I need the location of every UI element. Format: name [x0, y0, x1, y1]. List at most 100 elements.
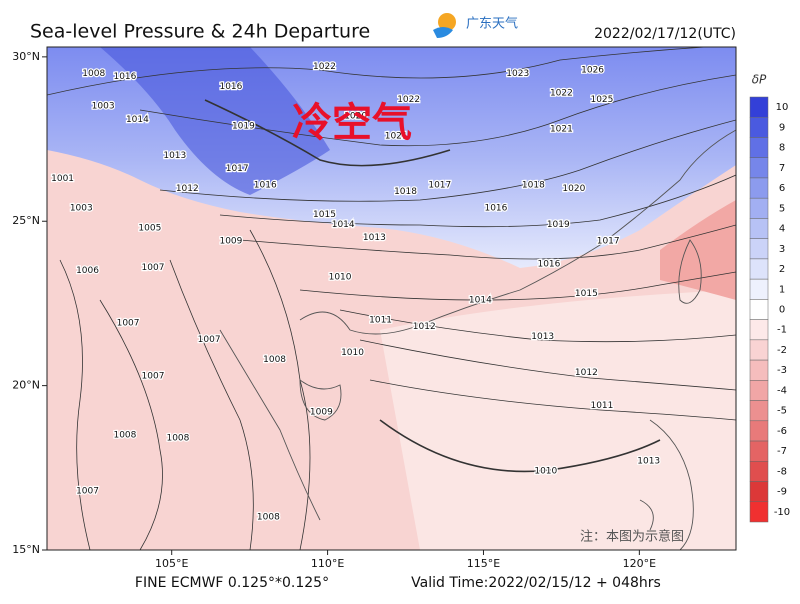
contour-label: 1016	[113, 72, 136, 82]
contour-label: 1022	[397, 95, 420, 105]
contour-label: 1012	[413, 322, 436, 332]
contour-label: 1022	[313, 62, 336, 72]
contour-label: 1003	[92, 102, 115, 112]
colorbar-tick-label: -1	[777, 325, 787, 336]
contour-label: 1019	[232, 121, 255, 131]
contour-label: 1019	[547, 220, 570, 230]
x-tick-label: 120°E	[623, 557, 656, 570]
x-tick-label: 105°E	[155, 557, 188, 570]
contour-label: 1023	[506, 69, 529, 79]
colorbar-tick-label: 3	[779, 244, 785, 255]
contour-label: 1014	[469, 296, 492, 306]
light-shading	[380, 290, 736, 550]
colorbar-tick-label: 0	[779, 305, 785, 316]
colorbar-tick-label: -9	[777, 487, 787, 498]
x-tick-label: 110°E	[311, 557, 344, 570]
colorbar-tick-label: -8	[777, 466, 787, 477]
colorbar-tick-label: -5	[777, 406, 787, 417]
colorbar-box	[749, 380, 769, 401]
logo-cloud	[433, 27, 453, 38]
colorbar-box	[749, 278, 769, 300]
contour-label: 1001	[51, 174, 74, 184]
y-tick-label: 25°N	[12, 214, 40, 227]
contour-label: 1007	[142, 371, 165, 381]
footer-valid-time: Valid Time:2022/02/15/12 + 048hrs	[411, 575, 661, 591]
contour-label: 1011	[590, 401, 613, 411]
colorbar-box	[749, 177, 769, 199]
colorbar-box	[749, 96, 769, 118]
contour-label: 1018	[394, 187, 417, 197]
colorbar-box	[749, 197, 769, 219]
colorbar-tick-label: -4	[777, 385, 787, 396]
contour-label: 1026	[581, 66, 604, 76]
contour-label: 1014	[126, 115, 149, 125]
colorbar-box	[749, 299, 769, 320]
colorbar-tick-label: -10	[774, 507, 790, 518]
y-tick-label: 30°N	[12, 50, 40, 63]
contour-label: 1013	[363, 233, 386, 243]
contour-label: 1017	[428, 181, 451, 191]
coastline	[219, 129, 736, 550]
colorbar-box	[749, 238, 769, 260]
contour-label: 1015	[575, 289, 598, 299]
annotation: 冷空气	[292, 100, 412, 146]
contour-label: 1007	[142, 263, 165, 273]
colorbar-tick-label: 6	[779, 183, 785, 194]
contour-label: 1008	[82, 69, 105, 79]
map-area: 1016 1008 1022 1023 1026 1016 1014 1003 1013 1019…	[47, 47, 736, 550]
contour-label: 1013	[531, 332, 554, 342]
map-frame	[46, 46, 737, 551]
contour-label: 1007	[76, 486, 99, 496]
colorbar-box	[749, 339, 769, 361]
colorbar-tick-label: -2	[777, 345, 787, 356]
cold-core	[100, 47, 330, 195]
colorbar-box	[749, 481, 769, 503]
contour-label: 1014	[332, 220, 355, 230]
contour-label: 1025	[590, 95, 613, 105]
contour-label: 1016	[254, 181, 277, 191]
contour-label: 1005	[138, 223, 161, 233]
contour-label: 1020	[562, 184, 585, 194]
contour-label: 1021	[385, 131, 408, 141]
contour-label: 1015	[313, 210, 336, 220]
y-tick-label: 20°N	[12, 379, 40, 392]
y-tick-label: 15°N	[12, 543, 40, 556]
contour-label: 1022	[550, 89, 573, 99]
colorbar-box	[749, 359, 769, 381]
colorbar-tick-label: 1	[779, 284, 785, 295]
colorbar-box	[749, 420, 769, 442]
x-tick-label: 115°E	[467, 557, 500, 570]
colorbar-tick-label: 10	[776, 102, 789, 113]
contour-label: 1007	[198, 335, 221, 345]
contour-label: 1009	[219, 236, 242, 246]
colorbar-box	[749, 440, 769, 462]
contour-label: 1012	[575, 368, 598, 378]
note: 注：本图为示意图	[580, 529, 684, 545]
contour-label: 1016	[537, 259, 560, 269]
contour-label: 1003	[70, 204, 93, 214]
contour-label: 1008	[113, 430, 136, 440]
contour-label: 1012	[176, 184, 199, 194]
colorbar-box	[749, 218, 769, 239]
colorbar-box	[749, 258, 769, 280]
colorbar-tick-label: -6	[777, 426, 787, 437]
colorbar-tick-label: -7	[777, 446, 787, 457]
contour-label: 1016	[219, 82, 242, 92]
colorbar-tick-label: -3	[777, 365, 787, 376]
colorbar-box	[749, 157, 769, 179]
logo-sun	[438, 13, 456, 31]
contour-label: 1013	[637, 457, 660, 467]
footer-resolution: FINE ECMWF 0.125°*0.125°	[135, 575, 329, 591]
colorbar-tick-label: 7	[779, 163, 785, 174]
colorbar-tick-label: 9	[779, 122, 785, 133]
contour-label: 1010	[534, 467, 557, 477]
contour-label: 1016	[484, 204, 507, 214]
contour-label: 1013	[163, 151, 186, 161]
colorbar-tick-label: 8	[779, 143, 785, 154]
colorbar-box	[749, 319, 769, 341]
contour-label: 1010	[329, 273, 352, 283]
colorbar-box	[749, 400, 769, 422]
contour-label: 1009	[310, 407, 333, 417]
contour-label: 1017	[597, 236, 620, 246]
